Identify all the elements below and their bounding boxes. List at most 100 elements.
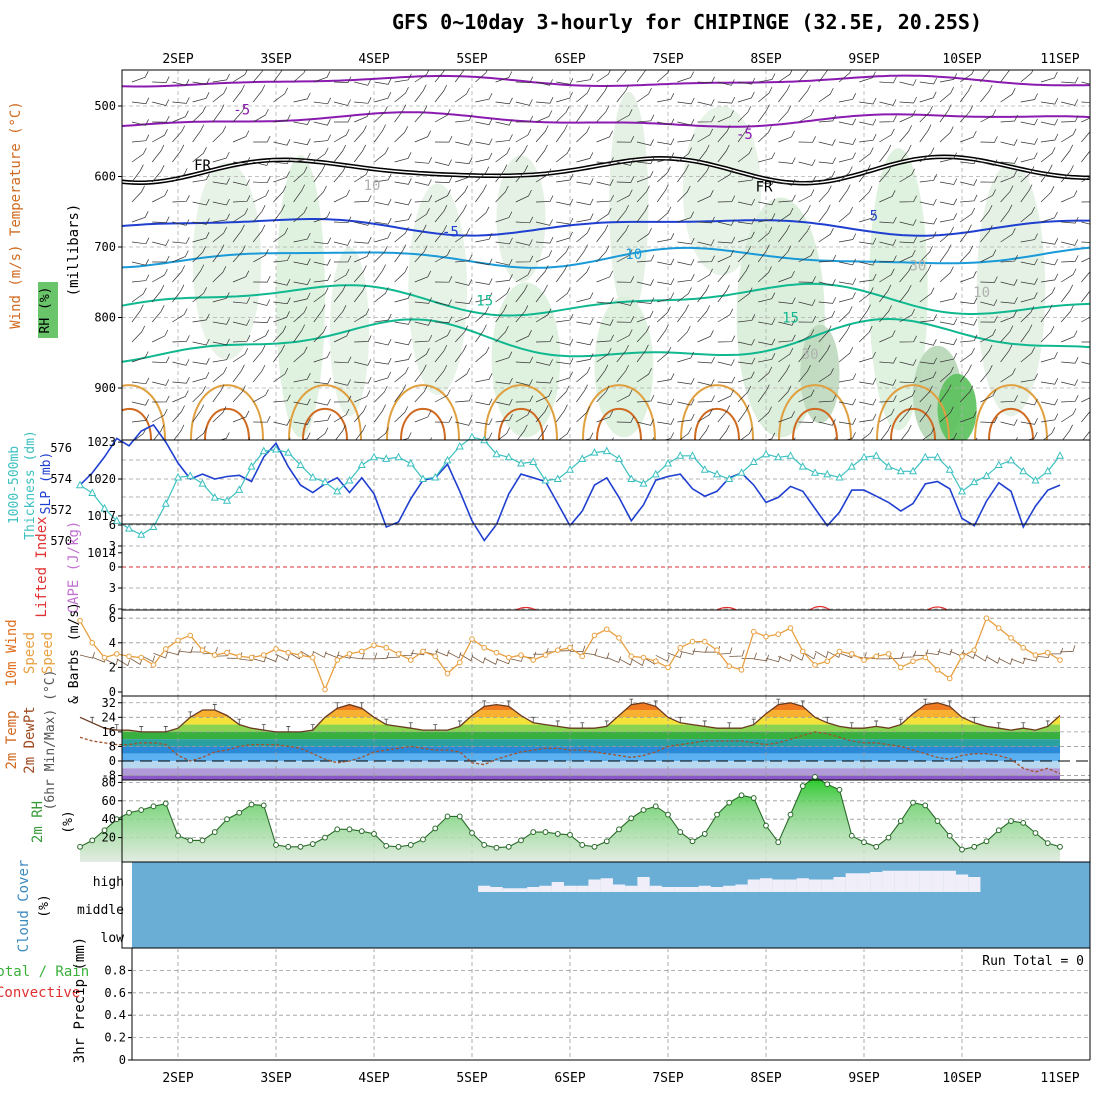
wind-speed-marker bbox=[787, 625, 794, 631]
wind-barb bbox=[495, 351, 513, 363]
wind-barb bbox=[1061, 408, 1077, 423]
thickness-label-1: 1000-500mb bbox=[7, 446, 22, 524]
wind-barb bbox=[535, 125, 549, 143]
wind-barb bbox=[354, 219, 372, 226]
wind-barb bbox=[899, 308, 916, 323]
wind-barb bbox=[677, 185, 691, 203]
wind-barb bbox=[757, 244, 770, 263]
wind-barb bbox=[899, 125, 913, 143]
wind-barb-10m bbox=[594, 652, 610, 660]
wind-barb bbox=[899, 195, 917, 203]
temp-vgrid bbox=[177, 696, 963, 780]
contour-label: 5 bbox=[870, 208, 878, 224]
slp-yticks: 1014 1017 1020 1023 bbox=[87, 435, 122, 560]
wind-barb bbox=[434, 364, 448, 383]
wind-barb bbox=[315, 427, 329, 440]
thickness-label-2: Thickness (dm) bbox=[23, 430, 38, 540]
wind-barb bbox=[838, 138, 857, 145]
rh-marker bbox=[628, 815, 635, 822]
wind-barb bbox=[758, 292, 776, 303]
pressure-tick-label: 500 bbox=[94, 99, 116, 113]
wind-speed-marker bbox=[714, 647, 720, 653]
wind-barb bbox=[1020, 306, 1035, 323]
rh-shading-patch bbox=[408, 183, 468, 396]
rh-marker bbox=[175, 832, 181, 839]
wind-barb bbox=[434, 316, 453, 323]
wind-barb bbox=[899, 219, 917, 226]
wind-barb bbox=[212, 178, 230, 185]
cloud-high-bar bbox=[514, 888, 528, 892]
thickness-marker bbox=[872, 451, 881, 459]
wind-barb bbox=[212, 266, 227, 283]
wind-barb bbox=[717, 265, 731, 283]
temp-tick-label: 16 bbox=[102, 725, 116, 739]
date-label: 3SEP bbox=[260, 52, 291, 67]
rh-marker bbox=[750, 795, 757, 801]
wind-barb bbox=[616, 109, 633, 123]
wind-barb bbox=[616, 364, 629, 383]
date-label: 10SEP bbox=[942, 1071, 981, 1086]
wind-barb bbox=[192, 232, 210, 243]
wind-barb bbox=[394, 244, 407, 263]
wind-barb bbox=[1000, 70, 1010, 83]
wind-barb bbox=[212, 198, 230, 206]
wind-speed-marker bbox=[1032, 652, 1039, 658]
thickness-marker bbox=[345, 475, 354, 484]
wind-speed-marker bbox=[1020, 644, 1027, 651]
temp-minmax-bar bbox=[629, 698, 634, 705]
wind-barb bbox=[495, 274, 513, 283]
wind-barb bbox=[1020, 418, 1038, 425]
precip-tick-label: 0.2 bbox=[104, 1031, 126, 1045]
wind-barb bbox=[717, 308, 734, 323]
wind-barb bbox=[232, 84, 245, 103]
wind-barb bbox=[252, 345, 266, 363]
wind-barb bbox=[535, 359, 553, 366]
wind-barb bbox=[495, 287, 511, 303]
cloud-high-bar bbox=[772, 879, 785, 892]
wind-barb bbox=[697, 255, 715, 263]
wind-barb bbox=[939, 338, 958, 346]
wind-barb bbox=[677, 351, 695, 363]
rh-marker bbox=[309, 841, 316, 847]
rh-marker bbox=[812, 773, 818, 780]
wind-barb bbox=[253, 135, 271, 143]
temp-minmax-bar bbox=[678, 716, 683, 723]
wind-barb bbox=[300, 432, 311, 440]
wind-barb bbox=[980, 315, 998, 323]
wind-barb bbox=[481, 432, 493, 440]
thickness-marker bbox=[504, 452, 513, 461]
wind-barb bbox=[1040, 133, 1059, 143]
cloud-high-bar bbox=[857, 873, 871, 892]
thickness-marker bbox=[406, 458, 415, 467]
wind-speed-marker bbox=[824, 658, 831, 665]
wind-barb bbox=[333, 305, 347, 323]
wind-barb bbox=[737, 264, 750, 283]
wind-barb bbox=[455, 139, 473, 146]
rh-marker bbox=[959, 846, 965, 853]
wind-barb bbox=[818, 70, 828, 83]
wind-barb bbox=[879, 408, 895, 423]
rh-marker bbox=[603, 838, 610, 845]
wind-barb bbox=[293, 418, 311, 425]
wind-barb bbox=[293, 292, 311, 303]
wind-barb bbox=[778, 194, 796, 203]
wind-barb bbox=[374, 338, 392, 346]
wind-barb bbox=[212, 366, 227, 383]
temp-minmax-bar bbox=[702, 720, 707, 727]
wind-barb bbox=[959, 347, 975, 363]
wind-barb bbox=[980, 136, 998, 143]
thickness-marker bbox=[835, 472, 844, 481]
rh-marker bbox=[922, 802, 929, 809]
wind-barb bbox=[1081, 341, 1090, 343]
wind-barb bbox=[919, 77, 938, 85]
wind-speed-marker bbox=[285, 649, 292, 656]
rh-marker bbox=[101, 827, 108, 834]
wind-barb bbox=[515, 395, 534, 403]
rh-marker bbox=[799, 783, 806, 789]
wind-barb bbox=[818, 185, 832, 203]
wind-barb bbox=[475, 324, 487, 343]
wind-barb bbox=[475, 166, 490, 183]
cloud-high-bar bbox=[784, 879, 797, 892]
date-label: 2SEP bbox=[162, 1071, 193, 1086]
wind-barb bbox=[838, 184, 851, 203]
